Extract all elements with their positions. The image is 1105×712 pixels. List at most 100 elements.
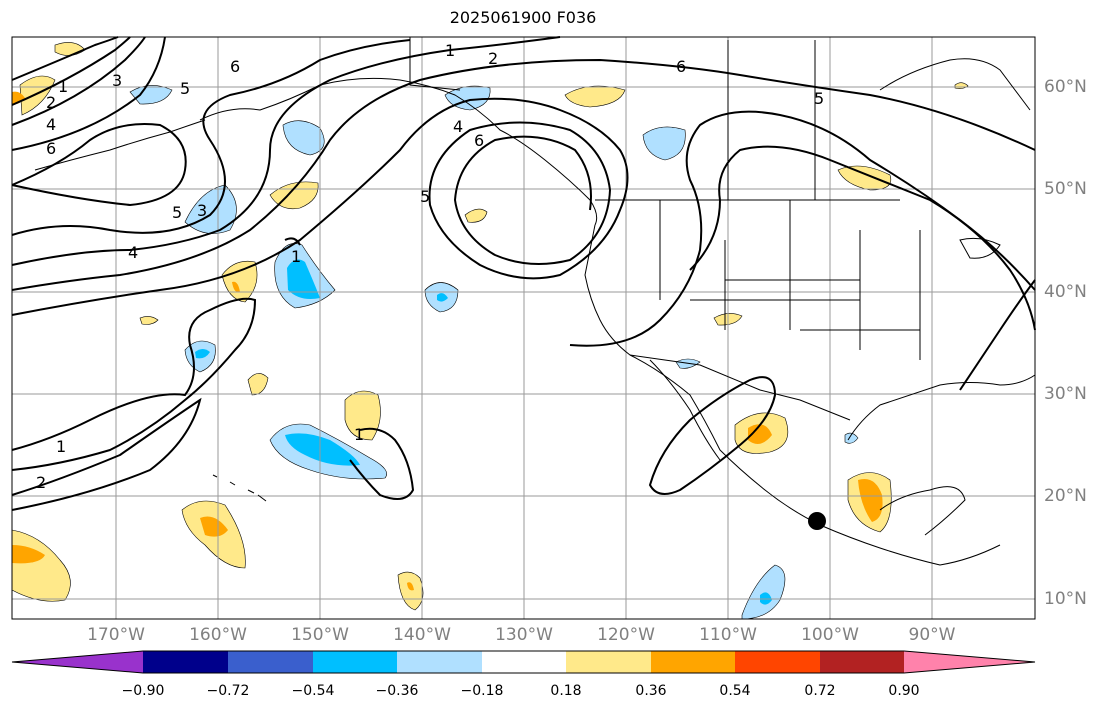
colorbar-segment xyxy=(735,651,820,673)
contour-label: 1 xyxy=(445,41,455,60)
contour xyxy=(11,36,561,266)
contour xyxy=(689,145,1036,331)
longitude-label: 110°W xyxy=(699,625,757,645)
colorbar-segment xyxy=(482,651,566,673)
fill-region xyxy=(285,433,360,466)
contour xyxy=(11,36,166,151)
contour-label: 6 xyxy=(474,131,484,150)
fill-region xyxy=(741,564,786,620)
colorbar-segment xyxy=(566,651,651,673)
latitude-label: 10°N xyxy=(1044,589,1087,609)
contour-label: 5 xyxy=(420,187,430,206)
latitude-label: 20°N xyxy=(1044,486,1087,506)
map-title: 2025061900 F036 xyxy=(449,8,597,27)
colorbar-segment xyxy=(228,651,313,673)
aleutians xyxy=(34,119,206,171)
fill-region xyxy=(232,281,240,293)
gulf-coast xyxy=(847,374,1036,441)
colorbar-segment xyxy=(820,651,904,673)
colorbar-tick-label: −0.72 xyxy=(206,683,250,699)
contour-label: 6 xyxy=(46,139,56,158)
fill-region xyxy=(564,85,626,108)
contour-label: 3 xyxy=(112,71,122,90)
fill-region xyxy=(858,479,883,522)
contour-label: 5 xyxy=(180,79,190,98)
contour xyxy=(349,427,415,500)
colorbar-tick-label: 0.18 xyxy=(550,683,582,699)
longitude-label: 100°W xyxy=(801,625,859,645)
contour xyxy=(11,58,1036,291)
latitude-label: 40°N xyxy=(1044,282,1087,302)
west-coast xyxy=(584,224,1001,566)
colorbar-tick-label: −0.18 xyxy=(460,683,504,699)
latitude-label: 50°N xyxy=(1044,179,1087,199)
longitude-label: 130°W xyxy=(495,625,553,645)
contour-lines xyxy=(11,36,1036,511)
fill-region xyxy=(760,592,772,605)
canada-provinces xyxy=(409,37,816,200)
strong-negative-anomaly-fills xyxy=(195,259,772,605)
fill-region xyxy=(12,545,45,564)
contour-label: 6 xyxy=(230,57,240,76)
contour-label: 4 xyxy=(128,243,138,262)
contour-label: 4 xyxy=(453,117,463,136)
colorbar-segment xyxy=(397,651,482,673)
coastlines xyxy=(34,37,1036,566)
alaska-coast xyxy=(199,77,598,226)
contour xyxy=(284,237,301,246)
location-marker xyxy=(808,512,826,530)
contour xyxy=(11,36,119,81)
fill-region xyxy=(19,75,56,116)
contour-label: 2 xyxy=(488,49,498,68)
contour-label: 2 xyxy=(46,93,56,112)
colorbar-tick-label: 0.54 xyxy=(719,683,751,699)
latitude-label: 30°N xyxy=(1044,384,1087,404)
contour xyxy=(959,279,1036,391)
contour xyxy=(11,297,257,471)
fill-region xyxy=(195,349,210,359)
colorbar-high-extend xyxy=(904,651,1035,673)
colorbar xyxy=(11,650,1036,674)
fill-region xyxy=(139,316,159,325)
contour-label: 1 xyxy=(58,77,68,96)
fill-region xyxy=(748,424,772,444)
contour xyxy=(648,376,777,495)
longitude-label: 170°W xyxy=(87,625,145,645)
longitude-label: 120°W xyxy=(597,625,655,645)
map-frame xyxy=(11,36,1036,620)
contour xyxy=(11,123,187,207)
fill-region xyxy=(437,293,448,302)
contour-label: 1 xyxy=(354,425,364,444)
fill-region xyxy=(200,516,228,537)
state-borders xyxy=(659,200,921,360)
great-lakes xyxy=(959,237,1001,259)
contour-label: 1 xyxy=(291,247,301,266)
latitude-label: 60°N xyxy=(1044,77,1087,97)
contour xyxy=(11,39,411,236)
hudson-region xyxy=(879,58,1031,111)
fill-region xyxy=(642,126,686,161)
contour xyxy=(11,36,131,106)
longitude-label: 150°W xyxy=(291,625,349,645)
colorbar-tick-label: −0.36 xyxy=(375,683,419,699)
longitude-label: 90°W xyxy=(908,625,956,645)
fill-region xyxy=(837,165,892,191)
colorbar-segment xyxy=(313,651,397,673)
contour xyxy=(11,97,629,316)
yucatan xyxy=(879,486,966,536)
colorbar-tick-label: −0.54 xyxy=(291,683,335,699)
contour-label-group: 1 2 3 4 5 6 1 2 4 5 6 1 2 5 6 4 6 3 1 1 … xyxy=(36,41,824,492)
contour-label: 6 xyxy=(676,57,686,76)
fill-region xyxy=(407,582,414,591)
colorbar-segment xyxy=(651,651,735,673)
fill-region xyxy=(464,208,488,223)
colorbar-segment xyxy=(143,651,228,673)
colorbar-tick-label: 0.36 xyxy=(635,683,667,699)
fill-region xyxy=(344,390,381,441)
fill-region xyxy=(287,259,320,299)
baja-california xyxy=(649,359,721,461)
longitude-label: 160°W xyxy=(189,625,247,645)
contour-label: 2 xyxy=(36,473,46,492)
strong-positive-anomaly-fills xyxy=(12,91,883,591)
